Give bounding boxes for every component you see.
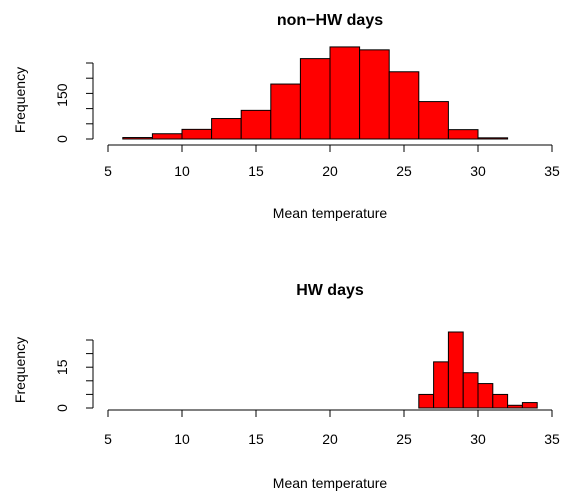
- y-axis-label: Frequency: [12, 337, 28, 403]
- histogram-bar: [329, 46, 361, 140]
- y-axis: 0 150: [54, 62, 94, 143]
- x-tick-label: 20: [322, 431, 338, 447]
- x-tick-label: 5: [104, 431, 112, 447]
- x-tick-label: 35: [544, 163, 560, 179]
- histogram-bar: [388, 71, 420, 140]
- histogram-bar: [477, 137, 509, 140]
- histogram-bar: [181, 128, 213, 140]
- x-axis: 5 10 15 20 25 30 35: [104, 144, 560, 179]
- y-axis: 0 15: [54, 339, 94, 412]
- histogram-bar: [418, 101, 449, 140]
- y-tick-label: 150: [54, 83, 70, 107]
- x-tick-label: 10: [174, 431, 190, 447]
- x-tick-label: 5: [104, 163, 112, 179]
- histogram-bar: [477, 383, 494, 409]
- bars: [122, 46, 509, 140]
- bars: [418, 331, 538, 409]
- x-tick-label: 15: [248, 431, 264, 447]
- x-tick-label: 25: [396, 163, 412, 179]
- histogram-bar: [447, 331, 464, 409]
- histogram-bar: [507, 404, 523, 409]
- y-tick-label: 0: [54, 404, 70, 412]
- histogram-bar: [151, 133, 183, 140]
- histogram-bar: [492, 393, 509, 409]
- x-tick-label: 20: [322, 163, 338, 179]
- histogram-bar: [447, 129, 479, 140]
- histogram-bar: [433, 361, 449, 409]
- x-tick-label: 10: [174, 163, 190, 179]
- y-tick-label: 0: [54, 135, 70, 143]
- histogram-non-hw-days: non−HW days Frequency Mean temperature 5…: [12, 12, 560, 221]
- histogram-bar: [462, 372, 479, 409]
- histogram-hw-days: HW days Frequency Mean temperature 5 10 15…: [12, 282, 560, 491]
- histogram-bar: [521, 402, 538, 409]
- histogram-bar: [299, 58, 331, 140]
- y-axis-label: Frequency: [12, 67, 28, 133]
- x-axis: 5 10 15 20 25 30 35: [104, 409, 560, 447]
- histogram-bar: [418, 393, 435, 409]
- x-axis-label: Mean temperature: [273, 475, 388, 491]
- x-tick-label: 30: [470, 163, 486, 179]
- chart-title: HW days: [296, 282, 364, 299]
- y-tick-label: 15: [54, 359, 70, 375]
- x-tick-label: 35: [544, 431, 560, 447]
- histogram-bar: [359, 49, 390, 140]
- x-axis-label: Mean temperature: [273, 205, 388, 221]
- x-tick-label: 25: [396, 431, 412, 447]
- histogram-bar: [270, 83, 301, 140]
- x-tick-label: 30: [470, 431, 486, 447]
- histogram-bar: [211, 118, 242, 140]
- x-tick-label: 15: [248, 163, 264, 179]
- histogram-bar: [122, 137, 153, 140]
- histogram-bar: [240, 109, 272, 140]
- chart-title: non−HW days: [277, 12, 383, 29]
